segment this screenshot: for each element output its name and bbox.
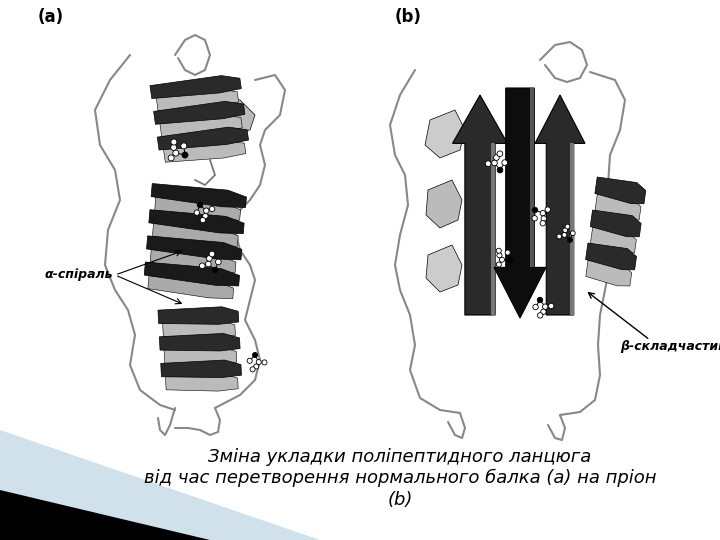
Polygon shape <box>452 95 508 315</box>
Circle shape <box>182 152 188 158</box>
Circle shape <box>200 218 205 223</box>
Text: α-спіраль: α-спіраль <box>45 268 114 281</box>
Polygon shape <box>491 144 495 315</box>
Polygon shape <box>586 260 631 286</box>
Text: (b): (b) <box>395 8 422 26</box>
Circle shape <box>173 150 179 156</box>
Circle shape <box>212 267 218 273</box>
Polygon shape <box>156 89 238 111</box>
Circle shape <box>545 207 550 212</box>
Polygon shape <box>151 184 246 207</box>
Circle shape <box>497 167 503 173</box>
Text: (a): (a) <box>38 8 64 26</box>
Circle shape <box>541 216 546 221</box>
Polygon shape <box>425 110 465 158</box>
Circle shape <box>500 257 505 262</box>
Circle shape <box>168 155 174 161</box>
Circle shape <box>215 259 221 265</box>
Polygon shape <box>157 127 248 150</box>
Circle shape <box>207 255 212 261</box>
Text: Зміна укладки поліпептидного ланцюга: Зміна укладки поліпептидного ланцюга <box>208 448 592 466</box>
Circle shape <box>563 228 567 233</box>
Text: (b): (b) <box>387 491 413 509</box>
Circle shape <box>508 258 513 262</box>
Circle shape <box>205 261 211 267</box>
Polygon shape <box>155 197 240 220</box>
Polygon shape <box>585 243 636 270</box>
Circle shape <box>505 250 510 255</box>
Circle shape <box>194 210 199 215</box>
Circle shape <box>497 253 502 258</box>
Circle shape <box>492 160 498 166</box>
Circle shape <box>199 263 205 269</box>
Polygon shape <box>166 374 238 391</box>
Circle shape <box>540 211 546 216</box>
Circle shape <box>557 234 562 239</box>
Polygon shape <box>144 262 240 286</box>
Circle shape <box>253 353 258 357</box>
Polygon shape <box>0 490 210 540</box>
Polygon shape <box>494 88 546 318</box>
Circle shape <box>549 303 554 309</box>
Circle shape <box>537 298 543 303</box>
Polygon shape <box>158 307 239 325</box>
Polygon shape <box>530 88 534 267</box>
Circle shape <box>485 161 491 166</box>
Polygon shape <box>590 210 641 237</box>
Circle shape <box>250 367 255 372</box>
Circle shape <box>210 251 215 257</box>
Polygon shape <box>153 223 238 246</box>
Polygon shape <box>150 249 236 273</box>
Polygon shape <box>147 236 242 260</box>
Polygon shape <box>570 144 574 315</box>
Polygon shape <box>215 95 255 135</box>
Circle shape <box>210 206 215 212</box>
Polygon shape <box>163 140 246 162</box>
Circle shape <box>253 364 258 369</box>
Circle shape <box>497 151 503 157</box>
Polygon shape <box>595 194 641 220</box>
Polygon shape <box>164 347 237 365</box>
Polygon shape <box>535 95 585 315</box>
Circle shape <box>197 202 203 208</box>
Circle shape <box>562 233 567 238</box>
Circle shape <box>570 231 575 235</box>
Polygon shape <box>590 227 636 253</box>
Polygon shape <box>160 115 242 137</box>
Circle shape <box>565 224 570 229</box>
Polygon shape <box>153 102 245 124</box>
Circle shape <box>567 238 572 242</box>
Circle shape <box>533 305 539 310</box>
Circle shape <box>496 248 501 253</box>
Polygon shape <box>149 210 244 234</box>
Circle shape <box>532 215 537 221</box>
Polygon shape <box>426 245 462 292</box>
Circle shape <box>171 144 176 151</box>
Polygon shape <box>426 180 462 228</box>
Circle shape <box>541 309 546 314</box>
Polygon shape <box>148 275 234 299</box>
Polygon shape <box>595 177 646 204</box>
Circle shape <box>543 304 548 309</box>
Polygon shape <box>161 360 241 377</box>
Circle shape <box>540 220 546 226</box>
Polygon shape <box>150 76 241 98</box>
Circle shape <box>256 360 261 365</box>
Circle shape <box>202 213 208 219</box>
Circle shape <box>171 139 177 145</box>
Polygon shape <box>0 430 320 540</box>
Circle shape <box>262 360 267 365</box>
Polygon shape <box>159 333 240 351</box>
Polygon shape <box>163 320 235 338</box>
Circle shape <box>204 208 209 213</box>
Circle shape <box>494 155 499 160</box>
Circle shape <box>502 160 508 165</box>
Circle shape <box>247 358 252 363</box>
Text: від час перетворення нормального балка (a) на пріон: від час перетворення нормального балка (… <box>144 469 656 487</box>
Circle shape <box>532 207 538 213</box>
Circle shape <box>537 313 543 318</box>
Circle shape <box>181 143 186 149</box>
Text: β-складчастий шар: β-складчастий шар <box>620 340 720 353</box>
Circle shape <box>496 262 501 267</box>
